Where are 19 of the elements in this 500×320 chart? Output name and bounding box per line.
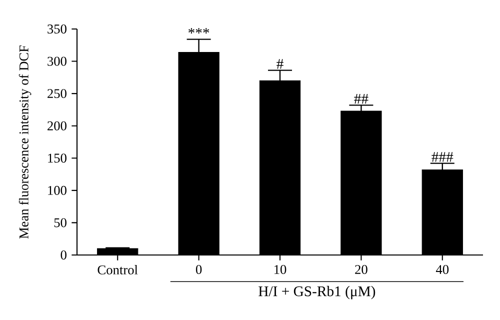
annotation: ### <box>432 152 454 162</box>
annotation: ## <box>354 94 368 104</box>
x-axis-title: H/I + GS-Rb1 (μM) <box>258 286 376 300</box>
y-tick-label: 300 <box>48 56 66 66</box>
x-tick-label: 20 <box>355 265 368 274</box>
y-tick-label: 50 <box>54 218 66 228</box>
x-tick-label: 40 <box>436 265 449 274</box>
x-tick-label: 10 <box>274 265 286 274</box>
y-tick-label: 150 <box>48 154 66 163</box>
x-tick-label: Control <box>98 265 138 274</box>
y-tick-label: 0 <box>60 250 66 260</box>
y-tick-label: 100 <box>48 186 66 195</box>
y-axis-title: Mean fluorescence intensity of DCF <box>18 45 32 239</box>
y-tick-label: 250 <box>48 89 66 98</box>
y-tick-label: 350 <box>48 24 66 34</box>
annotation: *** <box>188 28 210 34</box>
annotation: # <box>276 59 284 69</box>
y-tick-label: 200 <box>48 121 66 130</box>
x-tick-label: 0 <box>196 265 202 274</box>
